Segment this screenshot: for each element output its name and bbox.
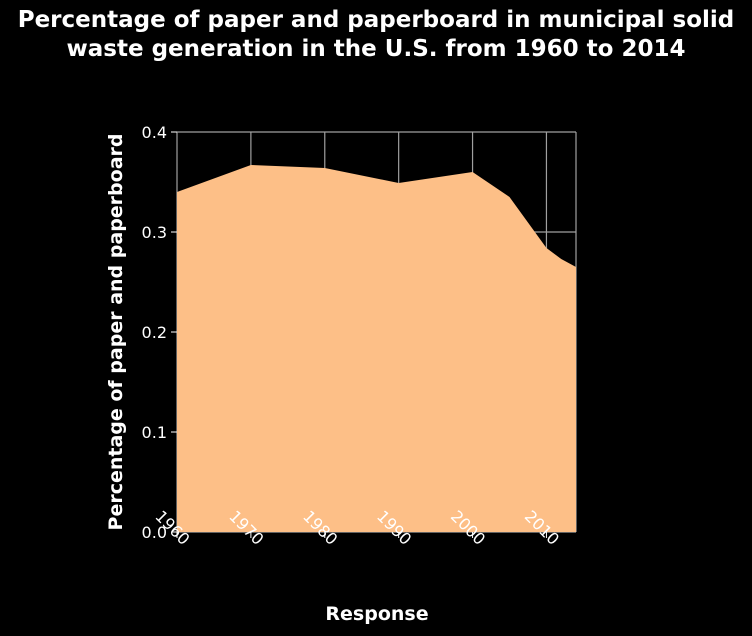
chart-title: Percentage of paper and paperboard in mu… [17,7,735,62]
y-tick-label: 0.3 [142,223,167,242]
area-series [176,164,577,532]
area-fill [177,165,576,532]
y-tick-label: 0.2 [142,323,167,342]
x-axis-title: Response [325,603,428,625]
y-axis-ticks: 0.0 0.1 0.2 0.3 0.4 [142,123,177,542]
y-axis-title: Percentage of paper and paperboard [105,134,127,531]
y-tick-label: 0.0 [142,523,167,542]
y-tick-label: 0.1 [142,423,167,442]
y-tick-label: 0.4 [142,123,167,142]
